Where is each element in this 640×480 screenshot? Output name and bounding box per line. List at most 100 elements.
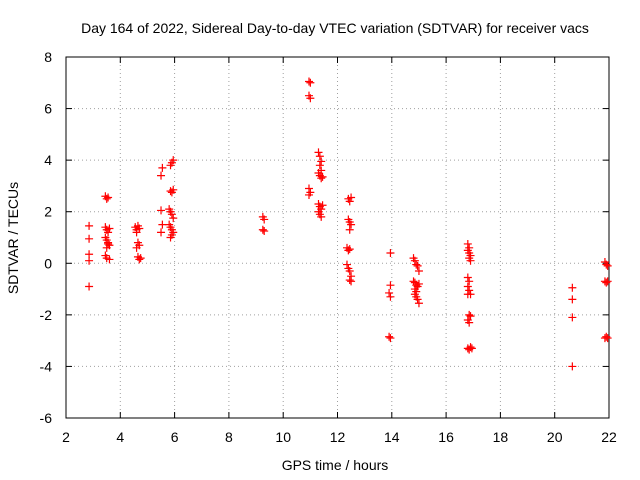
data-point — [318, 172, 327, 181]
data-point — [463, 282, 472, 291]
data-point — [169, 185, 178, 194]
data-point — [347, 193, 356, 202]
y-tick-label: -6 — [40, 410, 53, 426]
data-point — [413, 295, 422, 304]
data-point — [410, 256, 419, 265]
data-point — [318, 201, 327, 210]
data-point — [158, 220, 167, 229]
x-tick-label: 18 — [493, 429, 509, 445]
x-tick-label: 22 — [601, 429, 617, 445]
data-point — [465, 286, 474, 295]
data-point — [603, 277, 612, 286]
data-point — [102, 243, 111, 252]
data-point — [463, 273, 472, 282]
data-point — [465, 310, 474, 319]
data-point — [105, 224, 114, 233]
y-tick-label: 0 — [44, 255, 52, 271]
data-point — [105, 255, 114, 264]
data-point — [317, 157, 326, 166]
data-point — [414, 279, 423, 288]
data-point — [347, 277, 356, 286]
x-axis-label: GPS time / hours — [282, 457, 389, 473]
x-tick-label: 6 — [171, 429, 179, 445]
data-point — [260, 215, 269, 224]
data-point — [85, 282, 94, 291]
data-point — [315, 161, 324, 170]
data-point — [414, 267, 423, 276]
data-point — [157, 228, 166, 237]
x-tick-label: 10 — [275, 429, 291, 445]
grid-lines — [66, 57, 609, 418]
data-point — [568, 313, 577, 322]
y-tick-label: -4 — [40, 358, 53, 374]
data-point — [568, 362, 577, 371]
data-point — [157, 206, 166, 215]
data-point — [136, 254, 145, 263]
data-point — [102, 194, 111, 203]
data-point — [345, 276, 354, 285]
data-point — [465, 318, 474, 327]
y-tick-label: -2 — [40, 307, 53, 323]
x-tick-label: 4 — [116, 429, 124, 445]
data-point — [345, 197, 354, 206]
data-point — [344, 246, 353, 255]
data-point — [132, 243, 141, 252]
data-point — [414, 299, 423, 308]
data-point — [306, 78, 315, 87]
data-point — [104, 228, 113, 237]
y-tick-label: 4 — [44, 152, 52, 168]
data-point — [345, 225, 354, 234]
data-point — [347, 220, 356, 229]
chart-title: Day 164 of 2022, Sidereal Day-to-day VTE… — [81, 20, 589, 36]
data-point — [314, 148, 323, 157]
y-tick-label: 8 — [44, 49, 52, 65]
x-tick-label: 12 — [330, 429, 346, 445]
data-point — [167, 230, 176, 239]
data-point — [602, 332, 611, 341]
data-point — [158, 163, 167, 172]
data-point — [104, 239, 113, 248]
data-point — [413, 261, 422, 270]
data-point — [466, 256, 475, 265]
data-point — [463, 290, 472, 299]
data-point — [304, 190, 313, 199]
data-point — [345, 267, 354, 276]
data-point — [85, 234, 94, 243]
y-axis-label: SDTVAR / TECUs — [5, 182, 21, 294]
x-tick-label: 2 — [62, 429, 70, 445]
data-point — [306, 94, 315, 103]
x-tick-label: 14 — [384, 429, 400, 445]
data-point — [157, 171, 166, 180]
y-tick-label: 2 — [44, 204, 52, 220]
data-point — [412, 260, 421, 269]
data-point — [317, 212, 326, 221]
data-point — [386, 292, 395, 301]
data-point — [104, 193, 113, 202]
data-point — [602, 260, 611, 269]
y-tick-label: 6 — [44, 101, 52, 117]
data-point — [169, 214, 178, 223]
x-tick-label: 16 — [438, 429, 454, 445]
data-point — [465, 277, 474, 286]
data-points — [85, 77, 612, 371]
data-point — [85, 221, 94, 230]
data-point — [315, 152, 324, 161]
axes — [65, 56, 610, 419]
data-point — [317, 174, 326, 183]
data-point — [132, 228, 141, 237]
data-point — [343, 260, 352, 269]
data-point — [169, 156, 178, 165]
data-point — [466, 343, 475, 352]
data-point — [568, 295, 577, 304]
data-point — [385, 332, 394, 341]
data-point — [386, 281, 395, 290]
data-point — [600, 334, 609, 343]
data-point — [386, 248, 395, 257]
data-point — [602, 278, 611, 287]
data-point — [467, 344, 476, 353]
data-point — [135, 255, 144, 264]
data-point — [385, 288, 394, 297]
data-point — [260, 227, 269, 236]
data-point — [85, 256, 94, 265]
